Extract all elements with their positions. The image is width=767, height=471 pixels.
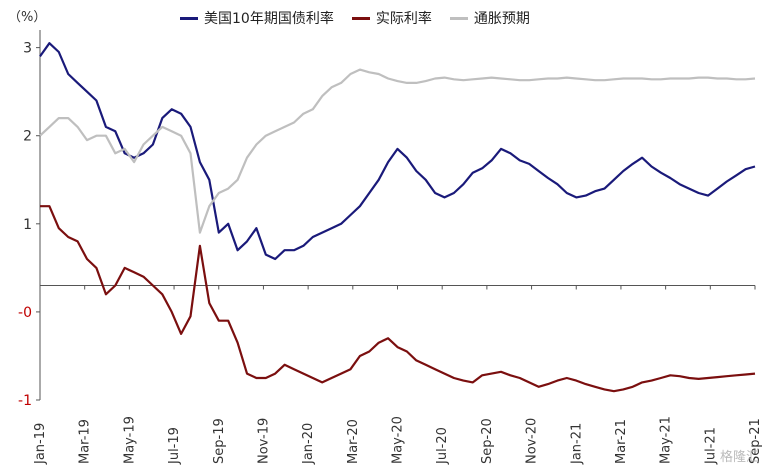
x-tick-label: Jan-20 <box>301 423 316 465</box>
x-tick-label: May-20 <box>391 416 406 464</box>
legend-label-real: 实际利率 <box>375 11 432 27</box>
y-tick-label: 1 <box>23 217 32 233</box>
x-tick-label: Sep-21 <box>748 418 763 464</box>
legend-swatch-real <box>351 16 370 20</box>
series-line-real <box>40 205 756 393</box>
legend: 美国10年期国债利率 实际利率 通胀预期 <box>180 8 530 28</box>
legend-item-nominal: 美国10年期国债利率 <box>180 8 334 28</box>
unit-label: （%） <box>8 10 47 25</box>
legend-swatch-nominal <box>180 16 198 20</box>
x-tick-label: Jan-19 <box>33 423 48 465</box>
legend-item-real: 实际利率 <box>351 8 432 28</box>
watermark: 格隆汇 <box>719 450 759 465</box>
legend-label-breakeven: 通胀预期 <box>473 11 530 27</box>
series-line-breakeven <box>39 68 756 234</box>
x-tick-label: Jul-19 <box>167 427 182 465</box>
x-tick-label: Jul-21 <box>703 427 718 465</box>
x-tick-label: May-21 <box>659 416 674 464</box>
x-tick-label: Sep-20 <box>480 418 495 464</box>
x-tick-label: Mar-19 <box>78 419 93 464</box>
y-tick-label: -0 <box>18 305 32 321</box>
x-tick-label: Mar-21 <box>614 419 629 464</box>
legend-label-nominal: 美国10年期国债利率 <box>204 11 334 27</box>
x-tick-label: Sep-19 <box>212 418 227 464</box>
series-line-nominal <box>39 42 756 261</box>
x-tick-label: Nov-20 <box>525 418 540 464</box>
x-tick-label: Mar-20 <box>346 419 361 464</box>
y-tick-label: 2 <box>23 129 32 145</box>
y-tick-label: -1 <box>18 393 32 409</box>
x-tick-label: Jul-20 <box>435 427 450 465</box>
x-tick-label: May-19 <box>122 416 137 464</box>
y-tick-label: 3 <box>23 41 32 57</box>
legend-swatch-breakeven <box>449 16 468 20</box>
x-tick-label: Nov-19 <box>256 418 271 464</box>
x-tick-label: Jan-21 <box>569 423 584 465</box>
legend-item-breakeven: 通胀预期 <box>449 8 530 28</box>
